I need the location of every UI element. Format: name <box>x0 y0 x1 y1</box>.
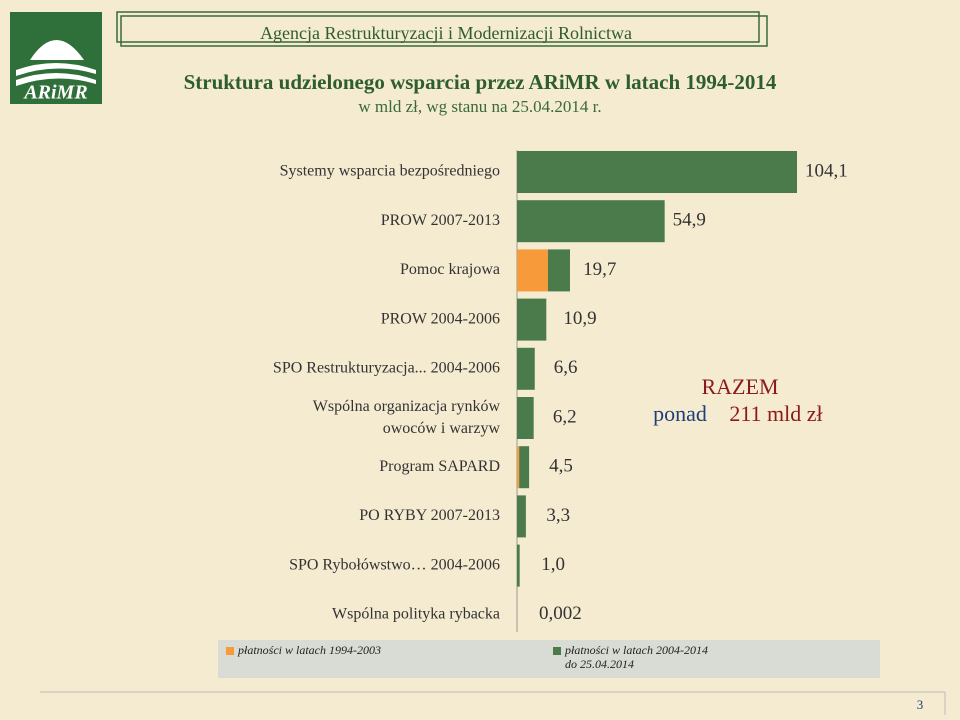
bar-segment <box>517 347 535 390</box>
annotation: RAZEM <box>702 374 779 399</box>
category-label: Systemy wsparcia bezpośredniego <box>280 163 500 180</box>
value-label: 4,5 <box>549 456 573 477</box>
category-label: Pomoc krajowa <box>400 261 500 278</box>
category-label: SPO Restrukturyzacja... 2004-2006 <box>273 359 500 376</box>
chart-title: Struktura udzielonego wsparcia przez ARi… <box>184 70 777 94</box>
category-label: Wspólna polityka rybacka <box>332 605 500 622</box>
page-number: 3 <box>917 697 924 712</box>
logo-fields <box>16 63 96 86</box>
value-label: 104,1 <box>805 160 848 181</box>
value-label: 3,3 <box>546 505 570 526</box>
bar-segment <box>517 495 526 538</box>
category-label: Wspólna organizacja rynków owoców i warzy… <box>313 398 501 437</box>
bar-segment <box>517 397 534 439</box>
value-label: 6,6 <box>554 357 578 378</box>
bar-segment <box>547 249 570 292</box>
value-label: 6,2 <box>553 406 577 427</box>
bar-segment <box>517 544 520 587</box>
legend-box <box>218 640 880 678</box>
chart-subtitle: w mld zł, wg stanu na 25.04.2014 r. <box>358 97 601 116</box>
bar-segment <box>517 249 548 292</box>
logo: ARiMR <box>10 12 102 104</box>
category-label: PROW 2007-2013 <box>381 212 500 229</box>
value-label: 1,0 <box>541 554 565 575</box>
bar-segment <box>519 446 530 489</box>
bar-segment <box>517 298 547 341</box>
category-label: Program SAPARD <box>379 458 500 475</box>
category-label: SPO Rybołówstwo… 2004-2006 <box>289 556 500 573</box>
value-label: 0,002 <box>539 603 582 624</box>
header-frame <box>116 11 760 43</box>
bar-segment <box>517 200 665 243</box>
legend-label: płatności w latach 2004-2014 do 25.04.201… <box>564 643 708 671</box>
legend: płatności w latach 1994-2003 płatności w … <box>226 643 708 671</box>
legend-swatch <box>553 647 561 655</box>
value-label: 19,7 <box>583 259 616 280</box>
logo-text: ARiMR <box>22 82 87 104</box>
header-frame <box>120 15 768 47</box>
logo-sun <box>30 40 84 60</box>
legend-swatch <box>226 647 234 655</box>
value-label: 10,9 <box>563 308 596 329</box>
category-label: PO RYBY 2007-2013 <box>359 507 500 524</box>
legend-label: płatności w latach 1994-2003 <box>237 643 381 657</box>
agency-name: Agencja Restrukturyzacji i Modernizacji … <box>260 23 632 43</box>
bar-segment <box>517 446 520 489</box>
category-label: PROW 2004-2006 <box>381 310 500 327</box>
bar-segment <box>517 151 797 193</box>
annotation: 211 mld zł <box>729 401 822 426</box>
annotation: ponad <box>653 401 707 426</box>
value-label: 54,9 <box>673 210 706 231</box>
